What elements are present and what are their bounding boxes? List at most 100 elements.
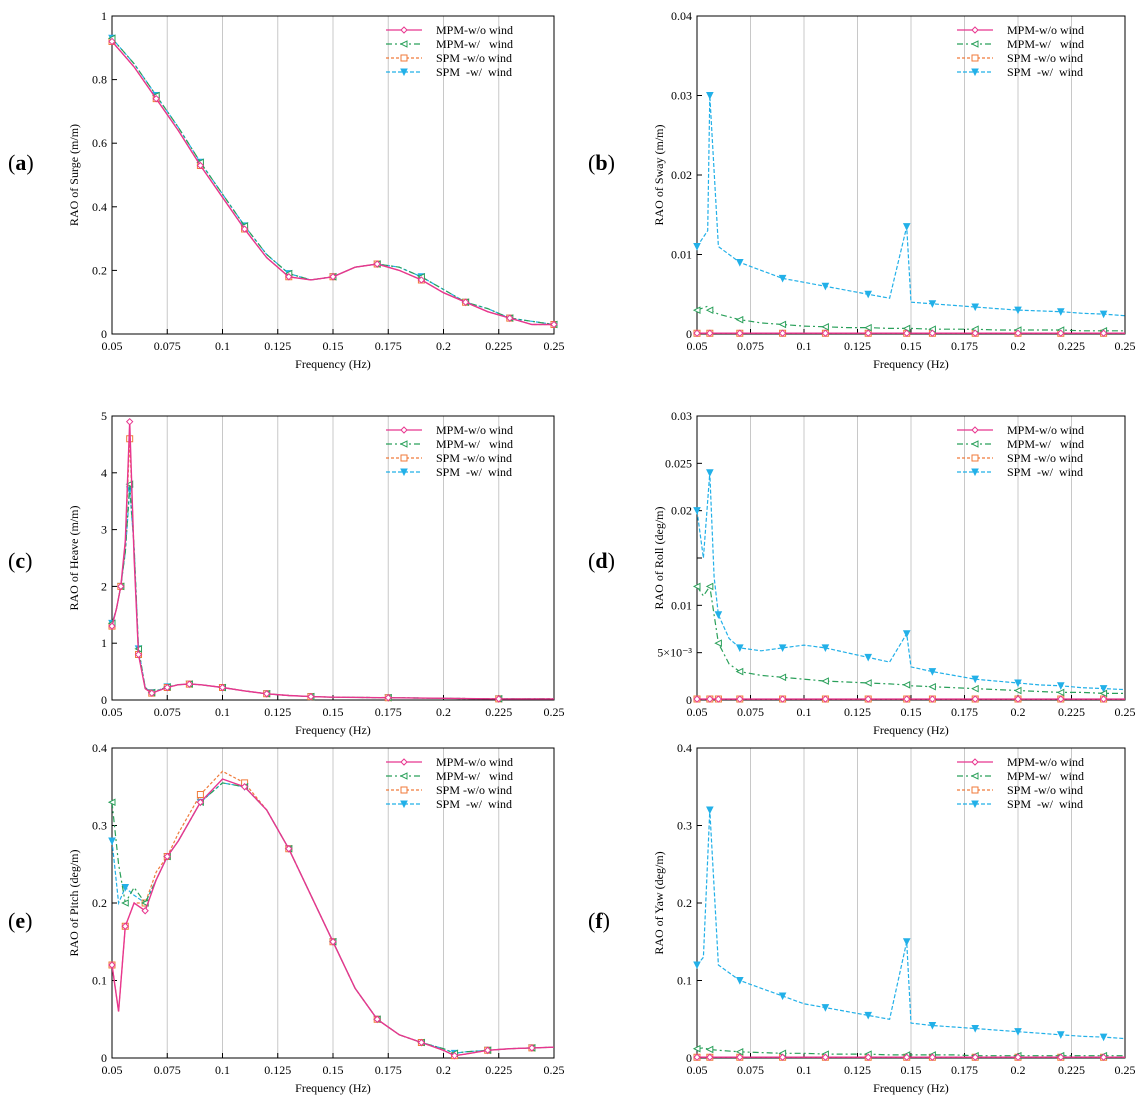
data-point	[928, 682, 936, 691]
y-axis-label: RAO of Roll (deg/m)	[652, 507, 666, 610]
legend-label: MPM-w/ wind	[1007, 37, 1084, 51]
data-point	[928, 668, 937, 676]
legend-label: SPM -w/o wind	[1007, 783, 1083, 797]
x-tick-label: 0.225	[1058, 1063, 1085, 1077]
data-point	[706, 806, 714, 815]
y-tick-label: 0.03	[671, 409, 692, 423]
legend-marker	[971, 426, 979, 434]
x-tick-label: 0.225	[485, 1063, 512, 1077]
data-point	[240, 783, 249, 791]
y-tick-label: 0.2	[92, 896, 107, 910]
x-tick-label: 0.175	[375, 339, 402, 353]
x-axis-label: Frequency (Hz)	[295, 723, 371, 737]
legend-label: SPM -w/o wind	[436, 51, 512, 65]
legend-marker	[400, 68, 408, 77]
data-point	[705, 582, 714, 591]
data-point	[928, 695, 937, 703]
data-point	[417, 1038, 426, 1047]
data-point	[736, 329, 744, 337]
data-point	[692, 582, 701, 591]
data-point	[121, 899, 129, 907]
data-point	[1099, 329, 1108, 337]
legend-marker	[971, 26, 979, 34]
legend-label: SPM -w/ wind	[436, 797, 512, 811]
x-tick-label: 0.05	[687, 1063, 708, 1077]
data-point	[108, 837, 116, 846]
data-point	[307, 692, 315, 701]
x-tick-label: 0.125	[264, 1063, 291, 1077]
data-point	[108, 622, 116, 630]
series-line-1	[697, 1047, 1125, 1057]
x-tick-label: 0.15	[323, 339, 344, 353]
data-point	[693, 1053, 701, 1061]
y-axis-label: RAO of Pitch (deg/m)	[67, 850, 81, 957]
data-point	[778, 274, 787, 283]
data-point	[384, 694, 392, 702]
x-tick-label: 0.25	[544, 1063, 565, 1077]
x-tick-label: 0.1	[797, 1063, 812, 1077]
data-point	[778, 673, 787, 682]
x-tick-label: 0.05	[102, 339, 123, 353]
y-axis-label: RAO of Sway (m/m)	[652, 125, 666, 226]
data-point	[864, 679, 872, 687]
x-tick-label: 0.05	[687, 705, 708, 719]
data-point	[778, 329, 787, 337]
x-tick-label: 0.1	[215, 705, 230, 719]
series-line-3	[697, 95, 1125, 317]
legend-label: MPM-w/ wind	[436, 769, 513, 783]
data-point	[196, 161, 205, 170]
legend-marker	[400, 786, 408, 794]
data-point	[329, 938, 337, 946]
y-tick-label: 1	[101, 636, 107, 650]
y-tick-label: 2	[101, 579, 107, 593]
data-point	[148, 689, 156, 697]
data-point	[864, 1011, 873, 1020]
data-point	[735, 258, 744, 267]
y-tick-label: 0.025	[665, 456, 692, 470]
data-point	[1099, 689, 1108, 698]
x-tick-label: 0.15	[901, 1063, 922, 1077]
data-point	[495, 695, 503, 703]
x-tick-label: 0.05	[687, 339, 708, 353]
data-point	[461, 298, 470, 306]
chart-e: 0.05 0.075 0.1 0.125 0.15 0.175 0.2 0.225 0.25 0 0…	[67, 741, 565, 1095]
x-tick-label: 0.175	[951, 339, 978, 353]
data-point	[1099, 685, 1108, 693]
data-point	[928, 1053, 937, 1061]
y-tick-label: 0	[101, 1051, 107, 1065]
data-point	[735, 977, 744, 985]
data-point	[714, 611, 723, 619]
x-tick-label: 0.125	[264, 339, 291, 353]
legend-marker	[399, 440, 408, 448]
data-point	[417, 276, 426, 284]
legend-label: MPM-w/o wind	[1007, 23, 1084, 37]
x-tick-label: 0.05	[102, 705, 123, 719]
y-tick-label: 0.02	[671, 504, 692, 518]
data-point	[1056, 688, 1065, 697]
data-point	[450, 1051, 459, 1060]
x-tick-label: 0.2	[436, 339, 451, 353]
series-line-3	[697, 472, 1125, 691]
data-point	[693, 961, 701, 970]
data-point	[285, 845, 293, 853]
data-point	[1014, 679, 1022, 688]
y-tick-label: 3	[101, 523, 107, 537]
panel-label-e: (e)	[8, 908, 33, 933]
legend-marker	[400, 758, 408, 766]
data-point	[1099, 1033, 1108, 1042]
data-point	[714, 639, 722, 648]
x-tick-label: 0.1	[797, 339, 812, 353]
y-tick-label: 0.3	[677, 819, 692, 833]
data-point	[971, 684, 979, 693]
data-point	[1014, 1028, 1022, 1036]
series-line-3	[697, 809, 1125, 1040]
x-tick-label: 0.225	[1058, 705, 1085, 719]
data-point	[692, 306, 701, 314]
y-tick-label: 1	[101, 9, 107, 23]
x-tick-label: 0.25	[1115, 1063, 1136, 1077]
legend-marker	[400, 54, 408, 62]
legend-label: MPM-w/ wind	[1007, 769, 1084, 783]
y-tick-label: 5	[101, 409, 107, 423]
y-tick-label: 0.02	[671, 168, 692, 182]
x-tick-label: 0.075	[737, 339, 764, 353]
